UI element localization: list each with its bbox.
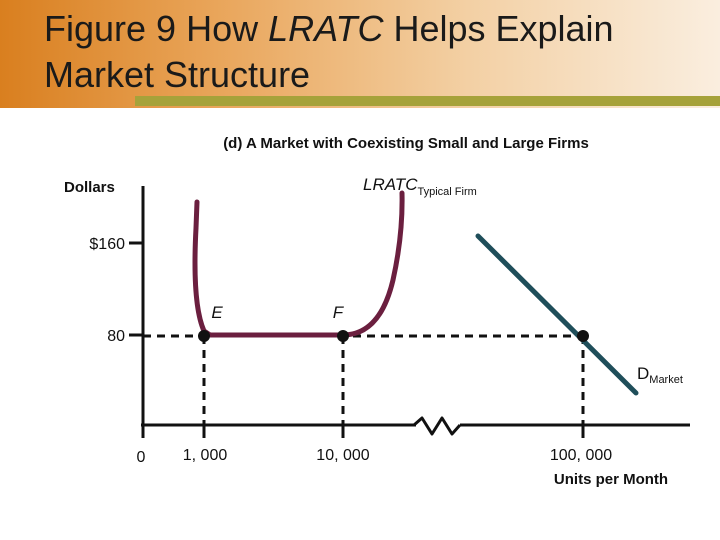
annotation-e: E xyxy=(211,303,223,322)
point-f xyxy=(337,330,349,342)
demand-label: DMarket xyxy=(637,364,683,386)
point-demand-80 xyxy=(577,330,589,342)
annotation-f: F xyxy=(333,303,345,322)
slide-title: Figure 9 How LRATC Helps Explain Market … xyxy=(44,8,614,95)
lratc-curve xyxy=(192,190,405,338)
x-tick-label-0: 0 xyxy=(137,449,146,466)
y-axis-label: Dollars xyxy=(64,179,115,196)
demand-name: D xyxy=(637,364,649,383)
lratc-name: LRATC xyxy=(363,175,418,194)
x-axis-label: Units per Month xyxy=(554,471,668,488)
y-tick-label-80: 80 xyxy=(107,328,125,345)
x-tick-label-10000: 10, 000 xyxy=(316,447,369,464)
point-e xyxy=(198,330,210,342)
lratc-label: LRATCTypical Firm xyxy=(363,175,477,198)
title-rule xyxy=(135,96,720,106)
x-tick-label-100000: 100, 000 xyxy=(550,447,612,464)
demand-subscript: Market xyxy=(649,374,683,386)
lratc-subscript: Typical Firm xyxy=(417,186,476,198)
y-tick-label-160: $160 xyxy=(89,236,125,253)
axis-break xyxy=(413,416,462,436)
chart-title: (d) A Market with Coexisting Small and L… xyxy=(223,135,589,152)
demand-line xyxy=(475,233,639,396)
x-tick-label-1000: 1, 000 xyxy=(183,447,228,464)
title-band xyxy=(0,0,720,108)
